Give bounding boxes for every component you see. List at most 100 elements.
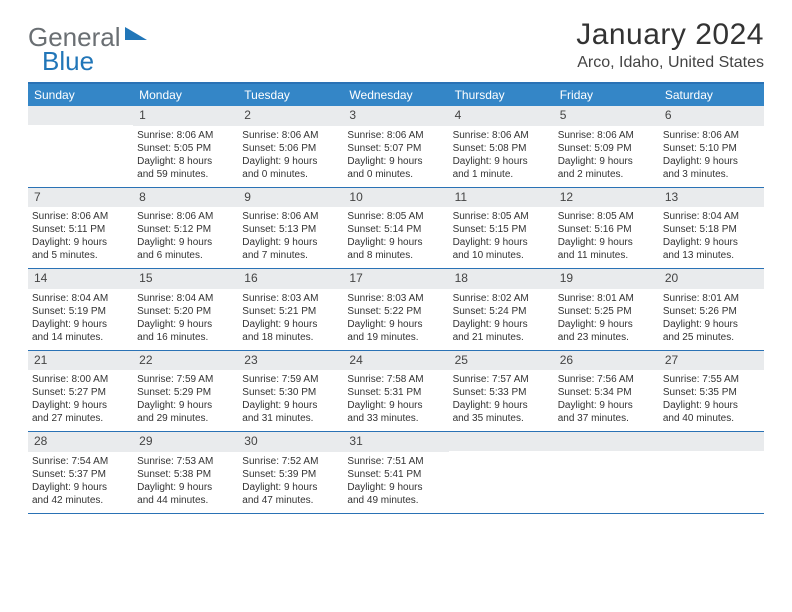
day-number: 29 [133,432,238,452]
sunset-text: Sunset: 5:10 PM [663,142,760,155]
day-cell: 24Sunrise: 7:58 AMSunset: 5:31 PMDayligh… [343,351,448,432]
sunrise-text: Sunrise: 8:06 AM [558,129,655,142]
week-row: 21Sunrise: 8:00 AMSunset: 5:27 PMDayligh… [28,351,764,433]
day-number: 5 [554,106,659,126]
daylight1-text: Daylight: 9 hours [242,155,339,168]
week-row: 1Sunrise: 8:06 AMSunset: 5:05 PMDaylight… [28,106,764,188]
sunset-text: Sunset: 5:34 PM [558,386,655,399]
sunset-text: Sunset: 5:21 PM [242,305,339,318]
day-cell: 22Sunrise: 7:59 AMSunset: 5:29 PMDayligh… [133,351,238,432]
sunset-text: Sunset: 5:07 PM [347,142,444,155]
week-row: 28Sunrise: 7:54 AMSunset: 5:37 PMDayligh… [28,432,764,514]
sunset-text: Sunset: 5:05 PM [137,142,234,155]
calendar: Sunday Monday Tuesday Wednesday Thursday… [28,82,764,514]
sunset-text: Sunset: 5:27 PM [32,386,129,399]
day-number: 12 [554,188,659,208]
daylight1-text: Daylight: 9 hours [663,155,760,168]
sunset-text: Sunset: 5:37 PM [32,468,129,481]
sunrise-text: Sunrise: 8:06 AM [32,210,129,223]
daylight1-text: Daylight: 9 hours [453,399,550,412]
daylight1-text: Daylight: 9 hours [663,236,760,249]
day-number: 9 [238,188,343,208]
day-number: 2 [238,106,343,126]
daylight2-text: and 8 minutes. [347,249,444,262]
sunrise-text: Sunrise: 7:59 AM [242,373,339,386]
sunset-text: Sunset: 5:25 PM [558,305,655,318]
day-cell: 11Sunrise: 8:05 AMSunset: 5:15 PMDayligh… [449,188,554,269]
day-cell [554,432,659,513]
day-cell: 15Sunrise: 8:04 AMSunset: 5:20 PMDayligh… [133,269,238,350]
daylight1-text: Daylight: 9 hours [137,399,234,412]
sunset-text: Sunset: 5:19 PM [32,305,129,318]
week-row: 14Sunrise: 8:04 AMSunset: 5:19 PMDayligh… [28,269,764,351]
daylight2-text: and 0 minutes. [242,168,339,181]
day-number: 20 [659,269,764,289]
sunset-text: Sunset: 5:09 PM [558,142,655,155]
weekday-header: Wednesday [343,84,448,106]
sunrise-text: Sunrise: 8:06 AM [242,129,339,142]
day-cell: 23Sunrise: 7:59 AMSunset: 5:30 PMDayligh… [238,351,343,432]
daylight2-text: and 47 minutes. [242,494,339,507]
weeks-container: 1Sunrise: 8:06 AMSunset: 5:05 PMDaylight… [28,106,764,514]
sunset-text: Sunset: 5:38 PM [137,468,234,481]
daylight2-text: and 49 minutes. [347,494,444,507]
sunrise-text: Sunrise: 8:06 AM [347,129,444,142]
weekday-header: Monday [133,84,238,106]
day-number: 3 [343,106,448,126]
day-cell: 10Sunrise: 8:05 AMSunset: 5:14 PMDayligh… [343,188,448,269]
daylight2-text: and 14 minutes. [32,331,129,344]
sunset-text: Sunset: 5:06 PM [242,142,339,155]
daylight2-text: and 6 minutes. [137,249,234,262]
week-row: 7Sunrise: 8:06 AMSunset: 5:11 PMDaylight… [28,188,764,270]
sunrise-text: Sunrise: 8:01 AM [663,292,760,305]
daylight1-text: Daylight: 9 hours [137,318,234,331]
day-number [554,432,659,451]
day-cell: 17Sunrise: 8:03 AMSunset: 5:22 PMDayligh… [343,269,448,350]
day-number: 31 [343,432,448,452]
daylight1-text: Daylight: 9 hours [242,236,339,249]
day-number: 22 [133,351,238,371]
daylight2-text: and 11 minutes. [558,249,655,262]
day-cell: 27Sunrise: 7:55 AMSunset: 5:35 PMDayligh… [659,351,764,432]
day-cell: 8Sunrise: 8:06 AMSunset: 5:12 PMDaylight… [133,188,238,269]
day-cell: 13Sunrise: 8:04 AMSunset: 5:18 PMDayligh… [659,188,764,269]
daylight1-text: Daylight: 9 hours [137,236,234,249]
daylight1-text: Daylight: 9 hours [347,399,444,412]
sunrise-text: Sunrise: 8:03 AM [242,292,339,305]
sunrise-text: Sunrise: 8:04 AM [32,292,129,305]
day-cell: 16Sunrise: 8:03 AMSunset: 5:21 PMDayligh… [238,269,343,350]
sunrise-text: Sunrise: 7:57 AM [453,373,550,386]
daylight1-text: Daylight: 9 hours [137,481,234,494]
daylight2-text: and 3 minutes. [663,168,760,181]
month-title: January 2024 [576,18,764,52]
day-cell [449,432,554,513]
sunrise-text: Sunrise: 8:06 AM [453,129,550,142]
day-cell: 3Sunrise: 8:06 AMSunset: 5:07 PMDaylight… [343,106,448,187]
daylight2-text: and 27 minutes. [32,412,129,425]
day-cell: 29Sunrise: 7:53 AMSunset: 5:38 PMDayligh… [133,432,238,513]
daylight1-text: Daylight: 9 hours [558,399,655,412]
logo-triangle-icon [125,27,147,40]
day-cell: 7Sunrise: 8:06 AMSunset: 5:11 PMDaylight… [28,188,133,269]
daylight1-text: Daylight: 8 hours [137,155,234,168]
sunrise-text: Sunrise: 8:05 AM [558,210,655,223]
sunrise-text: Sunrise: 7:55 AM [663,373,760,386]
day-cell: 9Sunrise: 8:06 AMSunset: 5:13 PMDaylight… [238,188,343,269]
sunrise-text: Sunrise: 7:56 AM [558,373,655,386]
day-number: 16 [238,269,343,289]
daylight1-text: Daylight: 9 hours [242,399,339,412]
day-number: 8 [133,188,238,208]
daylight2-text: and 19 minutes. [347,331,444,344]
day-number: 26 [554,351,659,371]
weekday-header: Tuesday [238,84,343,106]
daylight2-text: and 29 minutes. [137,412,234,425]
day-cell: 21Sunrise: 8:00 AMSunset: 5:27 PMDayligh… [28,351,133,432]
daylight2-text: and 42 minutes. [32,494,129,507]
logo-word-2: Blue [42,46,94,77]
day-cell: 14Sunrise: 8:04 AMSunset: 5:19 PMDayligh… [28,269,133,350]
sunrise-text: Sunrise: 8:06 AM [663,129,760,142]
day-number: 30 [238,432,343,452]
sunrise-text: Sunrise: 8:00 AM [32,373,129,386]
day-cell: 19Sunrise: 8:01 AMSunset: 5:25 PMDayligh… [554,269,659,350]
daylight2-text: and 35 minutes. [453,412,550,425]
